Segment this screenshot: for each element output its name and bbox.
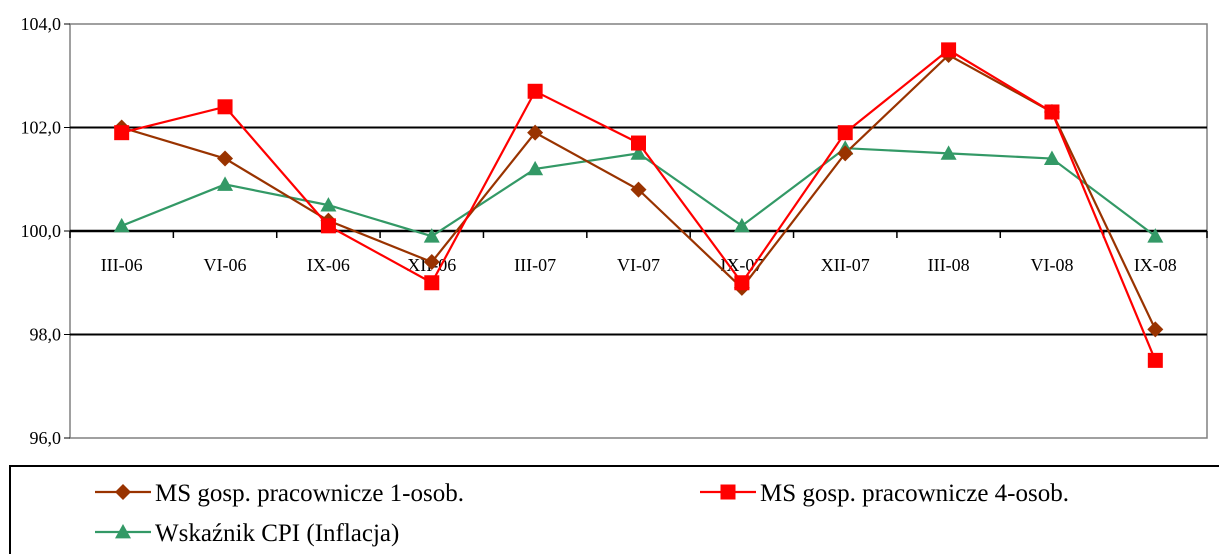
series-markers [113, 42, 1164, 368]
data-point-series-2 [114, 125, 130, 141]
data-point-series-2 [217, 99, 233, 115]
legend-box [9, 465, 1219, 554]
y-tick-label: 104,0 [21, 14, 62, 34]
x-tick-label: III-08 [928, 255, 970, 275]
legend: MS gosp. pracownicze 1-osob. MS gosp. pra… [9, 465, 1219, 554]
data-point-series-3 [527, 160, 544, 176]
data-point-series-3 [733, 217, 750, 233]
data-point-series-2 [837, 125, 853, 141]
data-point-series-1 [837, 145, 854, 162]
data-point-series-3 [320, 197, 337, 212]
legend-label: Wskaźnik CPI (Inflacja) [155, 520, 399, 547]
y-axis-tick-labels: 96,0 98,0 100,0 102,0 104,0 [21, 14, 70, 448]
data-point-series-1 [423, 254, 440, 271]
data-point-series-3 [940, 145, 957, 160]
y-tick-label: 96,0 [30, 428, 62, 448]
x-tick-label: VI-08 [1030, 255, 1073, 275]
data-point-series-2 [941, 42, 957, 58]
legend-marker [720, 484, 736, 500]
data-point-series-3 [630, 145, 647, 160]
x-tick-label: IX-07 [720, 255, 763, 275]
data-point-series-2 [1044, 104, 1060, 120]
data-point-series-1 [630, 181, 647, 198]
data-point-series-3 [113, 217, 130, 233]
x-tick-label: III-07 [514, 255, 556, 275]
data-point-series-2 [734, 275, 750, 291]
data-point-series-3 [1147, 228, 1164, 243]
y-tick-label: 100,0 [21, 221, 62, 241]
data-point-series-2 [320, 218, 336, 234]
x-tick-label: VI-06 [204, 255, 247, 275]
data-point-series-2 [1147, 352, 1163, 368]
x-tick-label: IX-06 [307, 255, 350, 275]
legend-label: MS gosp. pracownicze 4-osob. [760, 480, 1069, 507]
data-point-series-1 [527, 124, 544, 141]
y-tick-label: 102,0 [21, 118, 62, 138]
data-point-series-1 [1147, 321, 1164, 338]
data-point-series-3 [217, 176, 234, 191]
x-tick-label: VI-07 [617, 255, 660, 275]
x-tick-label: III-06 [101, 255, 143, 275]
data-point-series-2 [424, 275, 440, 291]
data-point-series-3 [423, 228, 440, 243]
x-tick-label: XII-07 [821, 255, 870, 275]
y-tick-label: 98,0 [30, 325, 62, 345]
legend-marker [115, 484, 131, 500]
data-point-series-2 [527, 83, 543, 99]
y-gridlines [70, 126, 1207, 336]
legend-marker [115, 524, 131, 539]
legend-label: MS gosp. pracownicze 1-osob. [155, 480, 464, 507]
x-tick-label: IX-08 [1134, 255, 1177, 275]
data-point-series-3 [1043, 150, 1060, 165]
data-point-series-2 [631, 135, 646, 151]
data-point-series-1 [217, 150, 234, 167]
